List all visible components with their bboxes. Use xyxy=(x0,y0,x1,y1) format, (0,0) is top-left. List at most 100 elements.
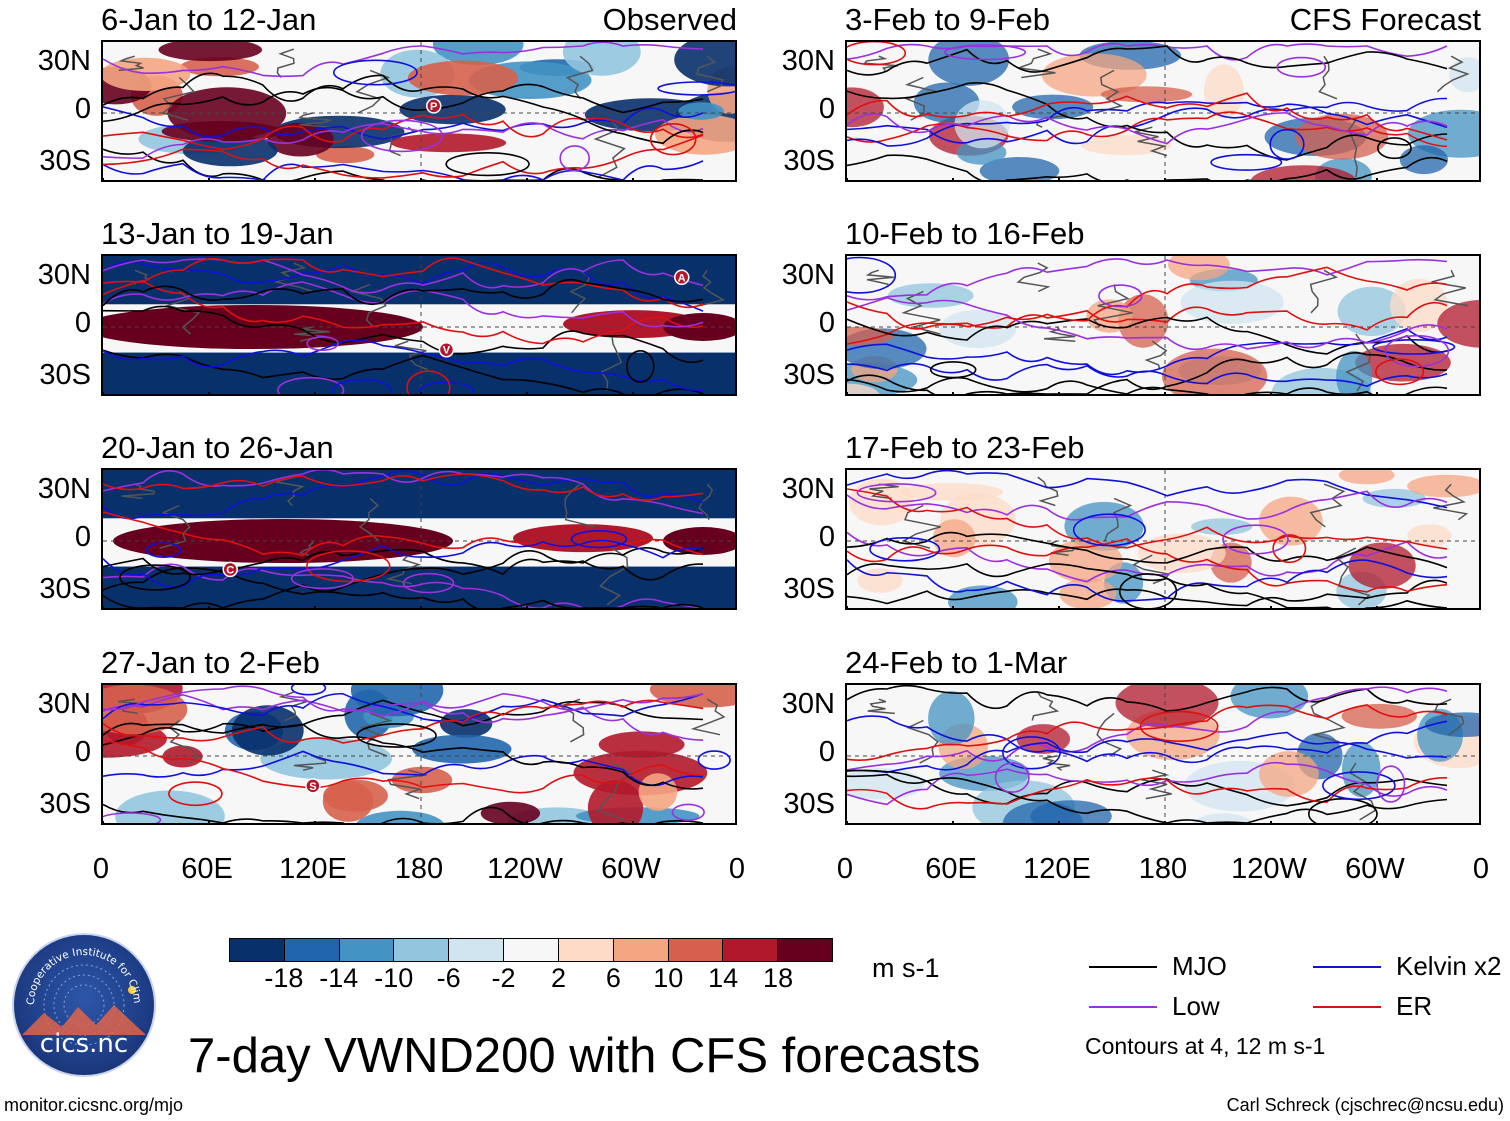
coastline xyxy=(293,755,327,771)
wind-anomaly-blob xyxy=(1137,533,1226,574)
coastline xyxy=(1092,284,1133,328)
contour-ring xyxy=(1308,798,1378,823)
coastline xyxy=(1310,698,1346,743)
coastline xyxy=(349,283,387,328)
coastline xyxy=(394,340,428,371)
contour-line xyxy=(847,470,1448,509)
contour-line xyxy=(103,83,704,123)
lat-label: 0 xyxy=(74,93,91,125)
footer-credit: Carl Schreck (cjschrec@ncsu.edu) xyxy=(1226,1095,1504,1115)
panel-title: 24-Feb to 1-Mar xyxy=(845,645,1068,680)
coastline xyxy=(359,712,393,757)
wind-anomaly-blob xyxy=(598,731,685,758)
coastline xyxy=(161,76,196,121)
contour-line xyxy=(847,559,1448,602)
coastline xyxy=(1096,712,1123,757)
lon-label: 120E xyxy=(279,853,347,885)
lat-label: 30S xyxy=(39,788,91,820)
contour-line xyxy=(103,305,704,364)
map-panel xyxy=(845,254,1481,396)
contour-line xyxy=(103,685,704,717)
contour-line xyxy=(103,118,704,159)
lon-label: 60E xyxy=(925,853,977,885)
lat-label: 0 xyxy=(818,736,835,768)
panel-title: 17-Feb to 23-Feb xyxy=(845,430,1085,465)
wind-anomaly-blob xyxy=(1080,135,1172,156)
coastline xyxy=(1309,269,1339,314)
column-header: CFS Forecast xyxy=(1289,2,1481,37)
coastline xyxy=(387,769,427,800)
map-panel: S xyxy=(101,683,737,825)
wind-anomaly-blob xyxy=(1336,350,1373,394)
contour-line xyxy=(103,692,704,723)
lon-label: 60W xyxy=(601,853,661,885)
coastline xyxy=(1037,476,1059,507)
panel-title: 3-Feb to 9-Feb xyxy=(845,2,1051,37)
coastline xyxy=(1436,55,1470,93)
legend-line xyxy=(1313,1006,1381,1008)
lat-label: 30N xyxy=(781,688,835,720)
contour-ring xyxy=(1322,771,1396,801)
contour-line xyxy=(103,550,704,608)
contour-line xyxy=(103,803,704,823)
lat-label: 30S xyxy=(783,145,835,177)
wind-anomaly-blob xyxy=(979,157,1060,180)
contour-ring xyxy=(1072,513,1146,547)
contour-ring xyxy=(360,119,444,153)
contour-line xyxy=(847,531,1448,569)
map-svg: P xyxy=(103,42,735,180)
lat-label: 30N xyxy=(781,259,835,291)
coastline xyxy=(1141,769,1172,800)
footer-url[interactable]: monitor.cicsnc.org/mjo xyxy=(4,1095,184,1115)
coastline xyxy=(565,55,594,100)
lat-label: 0 xyxy=(818,521,835,553)
coastline xyxy=(297,112,332,128)
wind-anomaly-blob xyxy=(391,766,453,794)
colorbar-tick-label: -18 xyxy=(264,963,304,993)
coastline xyxy=(599,547,629,606)
coastline xyxy=(904,76,938,121)
contour-line xyxy=(103,280,704,345)
logo-name: cics.nc xyxy=(39,1029,129,1059)
coastline xyxy=(863,55,898,71)
lon-label: 0 xyxy=(836,853,854,885)
colorbar-tick-label: -10 xyxy=(374,963,414,993)
coastline xyxy=(699,269,726,307)
wind-anomaly-blob xyxy=(1180,280,1284,324)
svg-text:V: V xyxy=(443,345,451,357)
wind-anomaly-blob xyxy=(1390,278,1448,332)
lat-label: 0 xyxy=(74,521,91,553)
contour-line xyxy=(103,470,704,520)
lon-label: 0 xyxy=(92,853,110,885)
coastline xyxy=(600,334,623,391)
contour-ring xyxy=(445,151,530,177)
contour-ring xyxy=(847,256,897,294)
contour-line xyxy=(847,97,1448,145)
lat-label: 0 xyxy=(818,307,835,339)
colorbar-tick-label: -2 xyxy=(491,963,516,993)
colorbar-swatch xyxy=(284,939,340,961)
coastline xyxy=(1348,119,1358,177)
panel-title: 13-Jan to 19-Jan xyxy=(101,216,334,251)
contour-line xyxy=(847,92,1448,141)
contour-ring xyxy=(1119,573,1178,608)
contour-ring xyxy=(1376,765,1406,803)
coastline xyxy=(596,762,633,821)
contour-ring xyxy=(290,685,327,696)
wind-anomaly-blob xyxy=(1258,496,1323,546)
wind-anomaly-blob xyxy=(956,140,1007,165)
colorbar-tick-label: 14 xyxy=(708,963,739,993)
contour-line xyxy=(103,563,704,608)
wind-anomaly-blob xyxy=(1059,578,1117,608)
wind-anomaly-blob xyxy=(1338,470,1395,485)
wind-anomaly-blob xyxy=(1203,64,1244,119)
coastline xyxy=(1031,691,1060,721)
coastline xyxy=(695,55,724,93)
contour-line xyxy=(847,538,1448,593)
contour-ring xyxy=(994,762,1030,793)
contour-ring xyxy=(944,44,1027,61)
coastline xyxy=(1309,483,1346,528)
logo-ring-icon: Cooperative Institute for Climate and Sa… xyxy=(14,935,146,1046)
contour-ring xyxy=(406,370,451,394)
